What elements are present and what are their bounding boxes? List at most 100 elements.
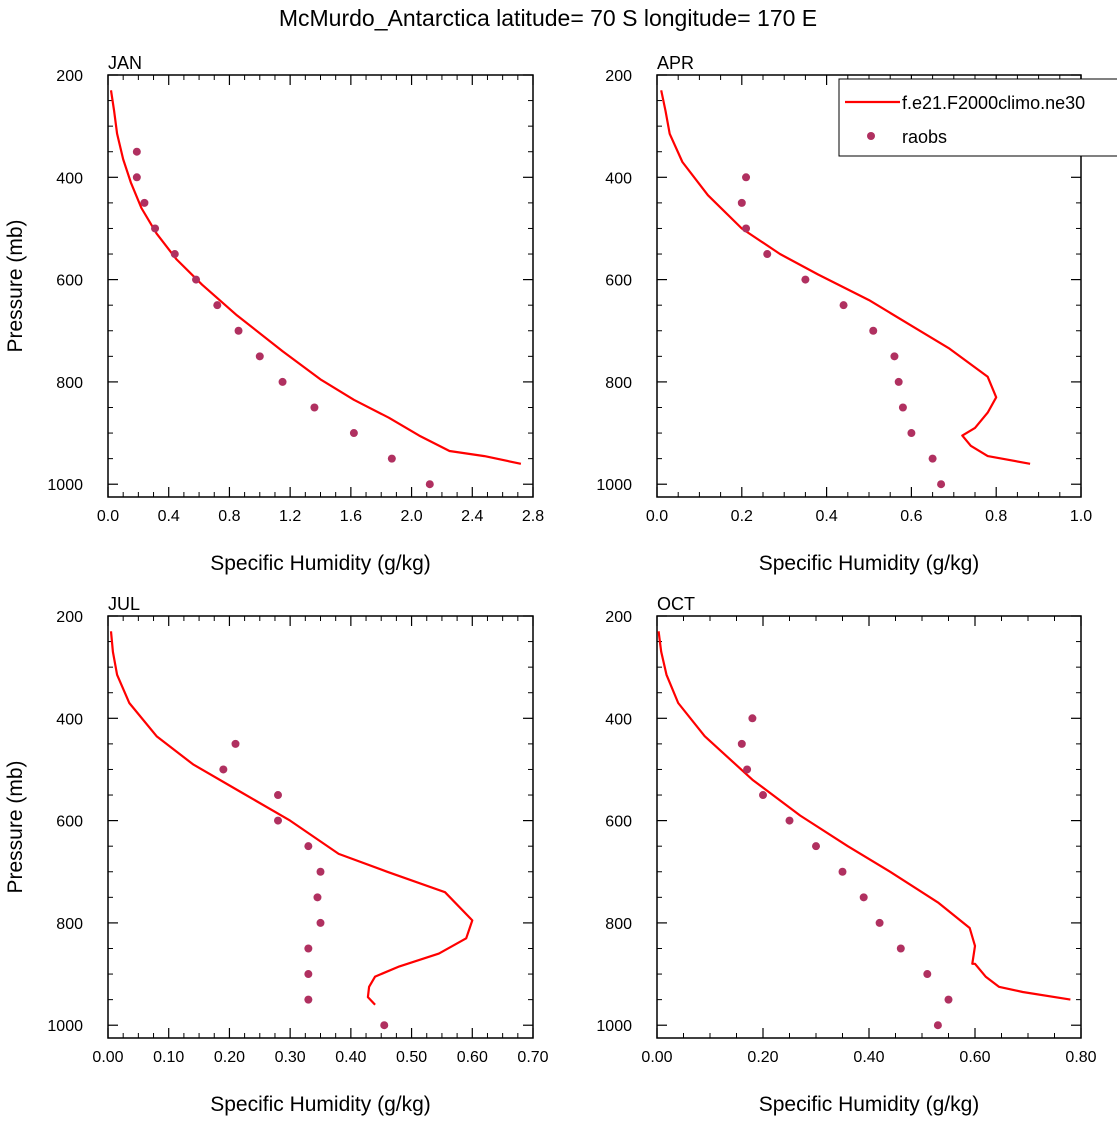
y-tick-label: 800: [605, 916, 632, 933]
panel-jul: JUL 0.00 0.10 0.20 0.30 0.40 0.50 0.60 0.70 200 40…: [4, 594, 549, 1116]
x-tick-label: 0.0: [97, 508, 119, 525]
raobs-point: [937, 480, 946, 489]
raobs-point: [313, 893, 322, 902]
x-tick-label: 0.4: [815, 508, 837, 525]
x-tick-label: 0.40: [335, 1049, 366, 1066]
raobs-point: [132, 173, 141, 182]
panel-label: JUL: [108, 594, 140, 614]
y-tick-label: 800: [605, 375, 632, 392]
x-tick-label: 1.2: [279, 508, 301, 525]
x-tick-label: 2.0: [400, 508, 422, 525]
x-tick-label: 0.2: [731, 508, 753, 525]
x-tick-label: 0.20: [214, 1049, 245, 1066]
y-tick-label: 400: [56, 711, 83, 728]
raobs-point: [304, 970, 313, 979]
raobs-point: [255, 352, 264, 361]
x-tick-label: 0.0: [646, 508, 668, 525]
y-tick-label: 800: [56, 375, 83, 392]
raobs-point: [737, 739, 746, 748]
panel-label: OCT: [657, 594, 695, 614]
x-tick-label: 0.40: [853, 1049, 884, 1066]
raobs-point: [274, 791, 282, 800]
raobs-point: [923, 970, 932, 979]
plot-frame: [107, 74, 534, 498]
x-axis-label: Specific Humidity (g/kg): [759, 1093, 980, 1116]
raobs-point: [151, 224, 160, 233]
x-tick-label: 2.8: [522, 508, 544, 525]
chart-title: McMurdo_Antarctica latitude= 70 S longit…: [279, 5, 817, 31]
y-tick-label: 200: [605, 609, 632, 626]
x-axis-label: Specific Humidity (g/kg): [759, 552, 980, 575]
legend-marker-swatch: [867, 132, 875, 140]
raobs-point: [890, 352, 899, 361]
x-tick-label: 0.20: [747, 1049, 778, 1066]
x-tick-label: 0.10: [153, 1049, 184, 1066]
legend-label-model: f.e21.F2000climo.ne30: [902, 93, 1085, 113]
plot-frame: [656, 615, 1082, 1039]
x-tick-label: 0.80: [1065, 1049, 1096, 1066]
x-tick-label: 0.60: [457, 1049, 488, 1066]
panel-label: JAN: [108, 53, 142, 73]
legend-label-raobs: raobs: [902, 127, 947, 147]
x-tick-label: 0.6: [900, 508, 922, 525]
raobs-point: [387, 454, 396, 463]
legend: f.e21.F2000climo.ne30 raobs: [838, 78, 1117, 157]
raobs-point: [132, 147, 141, 156]
x-tick-label: 0.30: [275, 1049, 306, 1066]
raobs-point: [896, 944, 905, 953]
model-profile-line: [109, 90, 522, 465]
raobs-point: [759, 791, 767, 800]
raobs-point: [192, 275, 201, 284]
x-tick-label: 0.50: [396, 1049, 427, 1066]
plot-frame: [107, 615, 534, 1039]
raobs-point: [278, 377, 287, 386]
model-profile-line: [660, 90, 1031, 465]
y-tick-label: 600: [605, 273, 632, 290]
panel-jan: JAN 0.0 0.4 0.8 1.2 1.6 2.0 2.4 2.8 200 400 600 800 1…: [4, 53, 544, 575]
raobs-point: [944, 995, 953, 1004]
panel-apr: APR 0.0 0.2 0.4 0.6 0.8 1.0 200 400 600 800 1000 Spe…: [596, 53, 1092, 575]
model-profile-line: [657, 631, 1071, 1001]
raobs-point: [748, 714, 757, 723]
y-tick-label: 400: [605, 711, 632, 728]
raobs-point: [928, 454, 937, 463]
raobs-point: [140, 198, 149, 207]
x-tick-label: 0.60: [959, 1049, 990, 1066]
x-tick-label: 0.8: [218, 508, 240, 525]
x-tick-label: 1.6: [340, 508, 362, 525]
y-tick-label: 800: [56, 916, 83, 933]
x-tick-label: 0.70: [517, 1049, 548, 1066]
raobs-point: [304, 944, 313, 953]
x-axis-label: Specific Humidity (g/kg): [210, 1093, 431, 1116]
raobs-point: [213, 301, 222, 310]
raobs-point: [907, 429, 916, 438]
y-tick-label: 600: [56, 814, 83, 831]
raobs-point: [859, 893, 868, 902]
raobs-point: [839, 301, 848, 310]
panel-oct: OCT 0.00 0.20 0.40 0.60 0.80 200 400 600 800 1000 S…: [596, 594, 1096, 1116]
raobs-point: [274, 816, 282, 825]
panels: JAN 0.0 0.4 0.8 1.2 1.6 2.0 2.4 2.8 200 400 600 800 1…: [4, 53, 1097, 1116]
legend-box: [838, 78, 1117, 157]
raobs-point: [743, 765, 752, 774]
panel-label: APR: [657, 53, 694, 73]
raobs-point: [898, 403, 907, 412]
raobs-point: [425, 480, 434, 489]
raobs-point: [316, 918, 325, 927]
raobs-point: [812, 842, 820, 851]
y-tick-label: 1000: [47, 477, 83, 494]
y-axis-label: Pressure (mb): [4, 219, 27, 352]
y-tick-label: 200: [605, 68, 632, 85]
raobs-point: [875, 918, 884, 927]
model-profile-line: [109, 631, 474, 1006]
y-tick-label: 400: [605, 170, 632, 187]
y-tick-label: 400: [56, 170, 83, 187]
y-axis-label: Pressure (mb): [4, 760, 27, 893]
x-tick-label: 0.8: [985, 508, 1007, 525]
raobs-point: [304, 995, 313, 1004]
x-tick-label: 0.4: [158, 508, 180, 525]
raobs-point: [869, 326, 878, 335]
x-axis-label: Specific Humidity (g/kg): [210, 552, 431, 575]
raobs-point: [742, 173, 751, 182]
